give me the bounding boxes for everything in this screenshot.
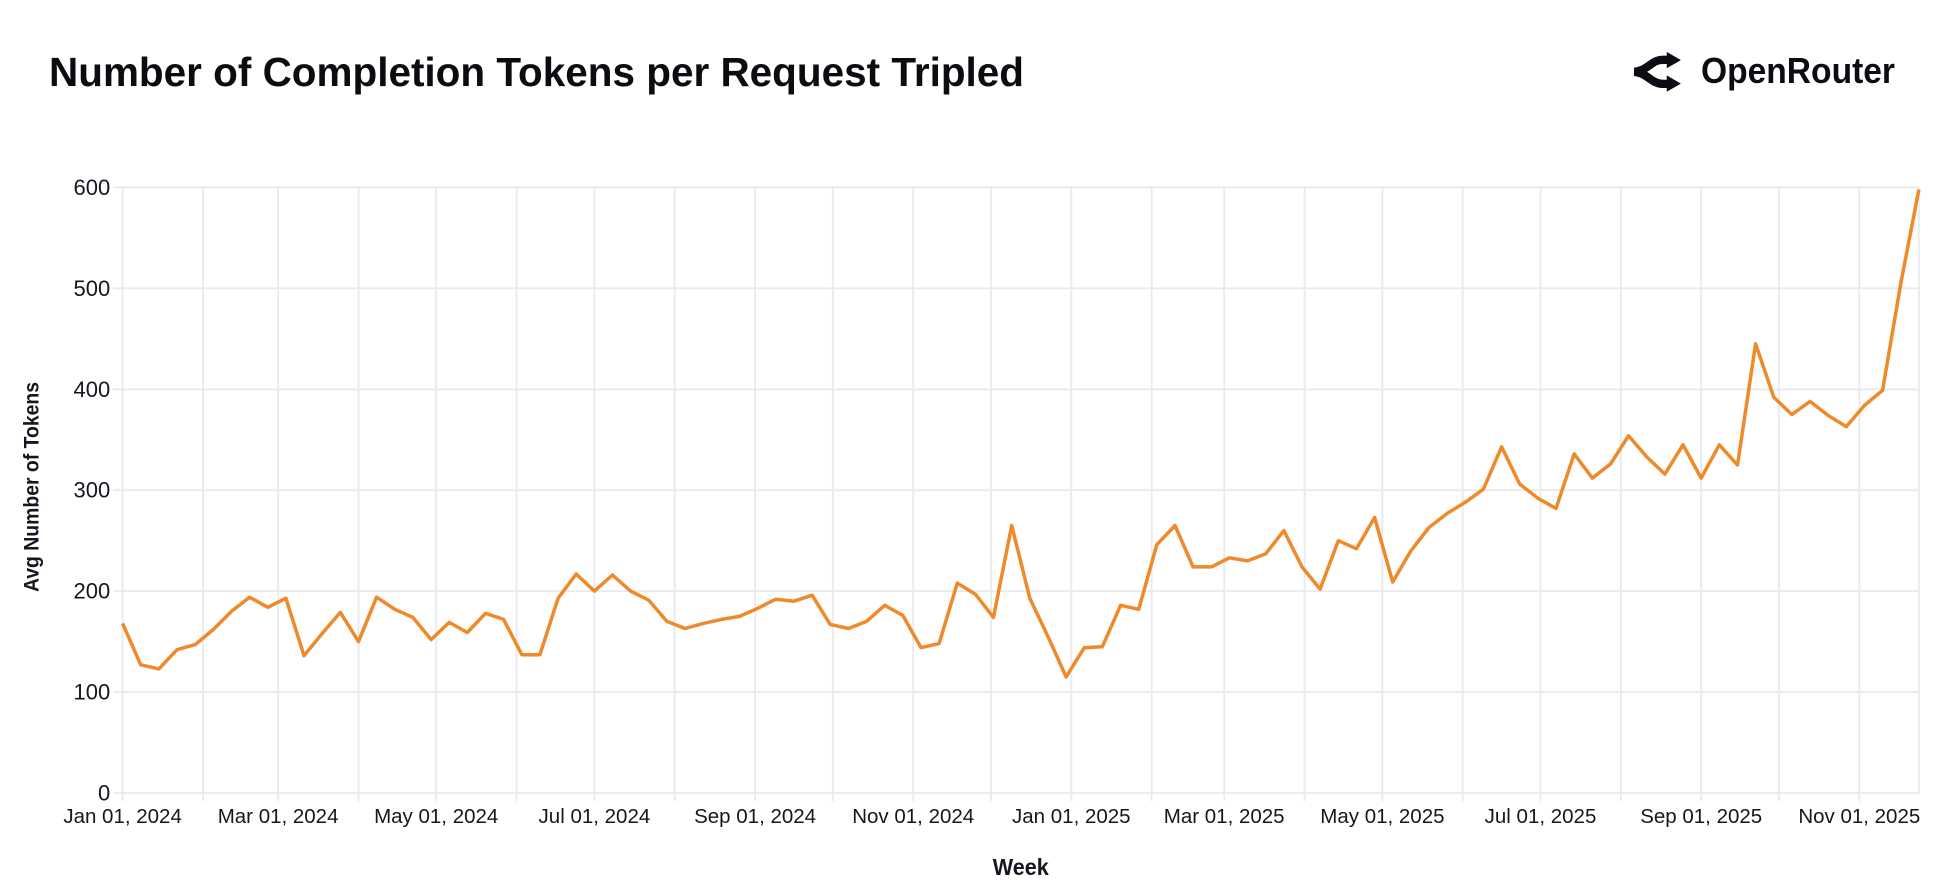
- svg-text:Week: Week: [993, 854, 1050, 880]
- svg-text:Sep 01, 2025: Sep 01, 2025: [1640, 805, 1762, 828]
- svg-text:Jul 01, 2024: Jul 01, 2024: [539, 805, 651, 828]
- svg-text:Number of Completion Tokens pe: Number of Completion Tokens per Request …: [49, 49, 1024, 95]
- svg-text:0: 0: [98, 781, 110, 806]
- svg-text:100: 100: [73, 680, 110, 705]
- svg-text:600: 600: [73, 175, 110, 200]
- svg-text:500: 500: [73, 276, 110, 301]
- svg-text:Sep 01, 2024: Sep 01, 2024: [694, 805, 816, 828]
- svg-text:300: 300: [73, 478, 110, 503]
- svg-text:OpenRouter: OpenRouter: [1701, 50, 1895, 91]
- svg-text:200: 200: [73, 579, 110, 604]
- svg-text:May 01, 2025: May 01, 2025: [1320, 805, 1444, 828]
- svg-text:Jul 01, 2025: Jul 01, 2025: [1485, 805, 1597, 828]
- svg-text:Nov 01, 2024: Nov 01, 2024: [852, 805, 974, 828]
- svg-text:Mar 01, 2025: Mar 01, 2025: [1164, 805, 1285, 828]
- svg-text:Nov 01, 2025: Nov 01, 2025: [1798, 805, 1920, 828]
- svg-text:Jan 01, 2024: Jan 01, 2024: [63, 805, 182, 828]
- svg-text:Mar 01, 2024: Mar 01, 2024: [218, 805, 339, 828]
- svg-text:Avg Number of Tokens: Avg Number of Tokens: [21, 382, 44, 592]
- svg-text:400: 400: [73, 377, 110, 402]
- svg-text:May 01, 2024: May 01, 2024: [374, 805, 498, 828]
- svg-text:Jan 01, 2025: Jan 01, 2025: [1012, 805, 1131, 828]
